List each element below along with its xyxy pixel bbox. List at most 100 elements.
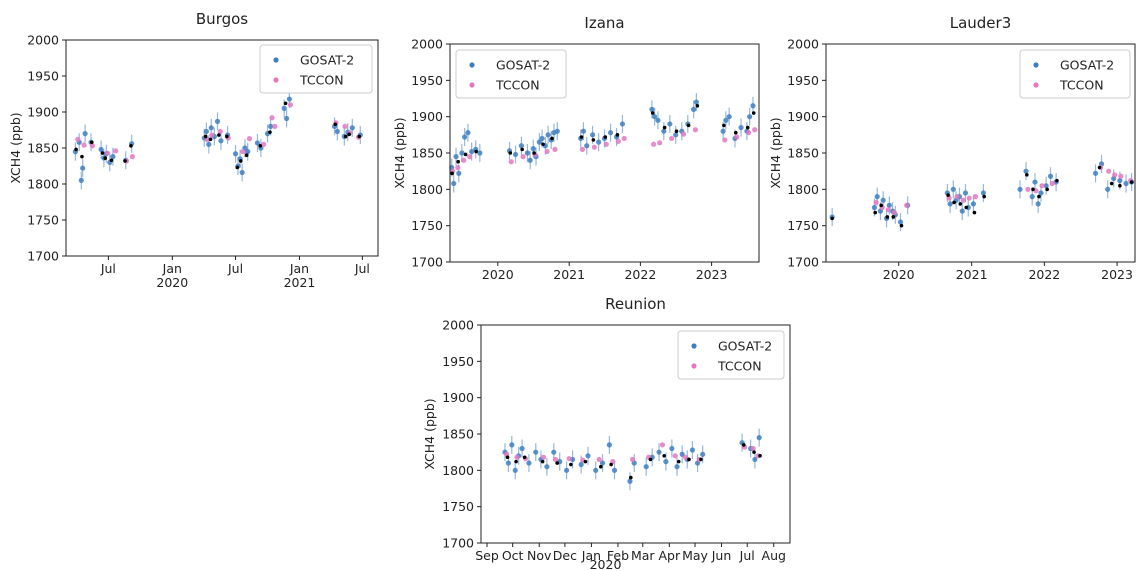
gosat-point xyxy=(726,114,732,120)
x-tick-label: Jul xyxy=(100,261,116,276)
tccon-point xyxy=(692,127,699,133)
gosat-point xyxy=(607,130,614,136)
mean-point xyxy=(1109,181,1114,186)
mean-point xyxy=(583,459,588,464)
y-tick-label: 1750 xyxy=(411,218,443,233)
legend-marker xyxy=(1033,82,1039,88)
gosat-point xyxy=(1017,186,1023,192)
gosat-point xyxy=(580,128,587,134)
gosat-point xyxy=(465,130,471,136)
gosat-point xyxy=(512,467,518,473)
tccon-point xyxy=(972,194,979,200)
mean-point xyxy=(650,111,655,115)
mean-point xyxy=(343,134,348,139)
mean-point xyxy=(699,457,703,462)
gosat-point xyxy=(750,103,756,109)
legend-marker xyxy=(1033,62,1039,68)
x-tick-label: 2021 xyxy=(284,275,316,290)
axes-frame xyxy=(65,39,379,257)
tccon-point xyxy=(455,164,461,171)
gosat-point xyxy=(897,219,904,225)
x-tick-label: Feb xyxy=(607,548,629,563)
gosat-point xyxy=(544,464,550,470)
legend: GOSAT-2 TCCON xyxy=(677,330,785,380)
tccon-point xyxy=(750,445,756,452)
gosat-point xyxy=(611,467,618,473)
tccon-point xyxy=(552,456,559,463)
gosat-point xyxy=(505,460,511,466)
mean-point xyxy=(722,123,726,128)
mean-point xyxy=(662,125,667,130)
legend: GOSAT-2 TCCON xyxy=(1019,49,1131,99)
chart-title: Burgos xyxy=(196,10,248,28)
gosat-point xyxy=(962,190,969,196)
mean-point xyxy=(615,133,620,137)
legend-marker xyxy=(273,57,279,63)
gosat-point xyxy=(239,169,245,176)
tccon-point xyxy=(966,195,972,201)
x-tick-label: Oct xyxy=(502,548,524,563)
y-axis-label: XCH4 (ppb) xyxy=(422,398,437,469)
gosat-point xyxy=(655,117,661,123)
chart-lauder3: Lauder3 XCH4 (ppb) 1700 1750 1800 1850 1900 195… xyxy=(768,14,1136,282)
y-tick-label: 1950 xyxy=(787,73,819,88)
gosat-point xyxy=(1035,201,1041,207)
tccon-point xyxy=(734,134,740,140)
tccon-point xyxy=(669,135,675,142)
tccon-point xyxy=(272,123,278,129)
gosat-point xyxy=(752,456,758,463)
mean-point xyxy=(891,215,896,219)
tccon-point xyxy=(75,136,81,142)
mean-point xyxy=(1031,187,1035,192)
gosat-point xyxy=(649,106,655,112)
y-tick-label: 1900 xyxy=(442,390,474,405)
legend-box xyxy=(1019,49,1131,99)
mean-point xyxy=(333,122,338,127)
mean-point xyxy=(541,142,545,147)
tccon-point xyxy=(261,141,267,147)
x-tick-label: Aug xyxy=(762,548,786,563)
mean-point xyxy=(648,457,653,462)
gosat-point xyxy=(691,106,697,112)
mean-point xyxy=(244,153,249,157)
y-axis-label: XCH4 (ppb) xyxy=(768,117,783,188)
tccon-point xyxy=(954,194,960,200)
gosat-point xyxy=(284,115,290,122)
series-tccon xyxy=(504,442,761,465)
legend-label: GOSAT-2 xyxy=(496,58,550,73)
gosat-point xyxy=(214,118,221,124)
gosat-point xyxy=(349,125,355,131)
mean-point xyxy=(751,111,756,115)
gosat-point xyxy=(456,170,462,176)
mean-point xyxy=(569,462,573,467)
tccon-point xyxy=(629,456,636,463)
series-mean xyxy=(505,443,762,480)
y-tick-label: 1900 xyxy=(411,109,443,124)
x-tick-label: 2020 xyxy=(482,267,514,282)
y-tick-label: 1850 xyxy=(27,141,59,156)
tccon-point xyxy=(621,135,627,142)
y-tick-label: 1700 xyxy=(787,255,819,270)
mean-point xyxy=(540,459,545,464)
legend-label: TCCON xyxy=(299,73,344,88)
gosat-point xyxy=(970,201,977,207)
mean-point xyxy=(958,202,963,206)
mean-point xyxy=(873,210,878,215)
x-tick-label: 2022 xyxy=(1028,267,1060,282)
gosat-point xyxy=(551,449,557,455)
tccon-point xyxy=(651,141,657,147)
y-axis-label: XCH4 (ppb) xyxy=(392,117,407,188)
legend: GOSAT-2 TCCON xyxy=(259,44,373,94)
x-tick-label: 2022 xyxy=(624,267,656,282)
mean-point xyxy=(550,136,554,141)
gosat-point xyxy=(596,139,602,145)
y-tick-label: 1950 xyxy=(442,354,474,369)
gosat-point xyxy=(530,146,536,152)
gosat-point xyxy=(1023,168,1029,174)
mean-point xyxy=(676,459,681,464)
tccon-point xyxy=(104,150,110,156)
tccon-point xyxy=(752,127,758,133)
gosat-point xyxy=(110,154,116,160)
tccon-point xyxy=(544,148,550,155)
gosat-point xyxy=(1032,179,1038,185)
